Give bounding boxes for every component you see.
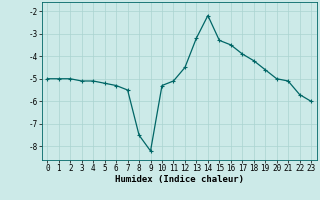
X-axis label: Humidex (Indice chaleur): Humidex (Indice chaleur)	[115, 175, 244, 184]
